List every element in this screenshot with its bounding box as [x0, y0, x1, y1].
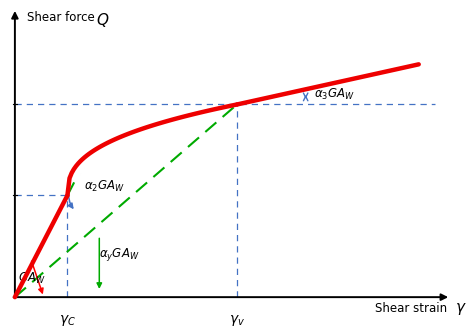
Text: Shear strain: Shear strain [375, 302, 447, 315]
Text: $\gamma_v$: $\gamma_v$ [229, 313, 245, 328]
Text: $Q$: $Q$ [96, 11, 109, 29]
Text: $\gamma_C$: $\gamma_C$ [59, 313, 76, 328]
Text: $\alpha_3 GA_W$: $\alpha_3 GA_W$ [314, 87, 355, 102]
Text: $\gamma$: $\gamma$ [455, 301, 467, 317]
Text: $GA_W$: $GA_W$ [18, 271, 45, 287]
Text: Shear force: Shear force [27, 11, 95, 24]
Text: $\alpha_y GA_W$: $\alpha_y GA_W$ [99, 246, 140, 263]
Text: $\alpha_2 GA_W$: $\alpha_2 GA_W$ [83, 179, 125, 194]
